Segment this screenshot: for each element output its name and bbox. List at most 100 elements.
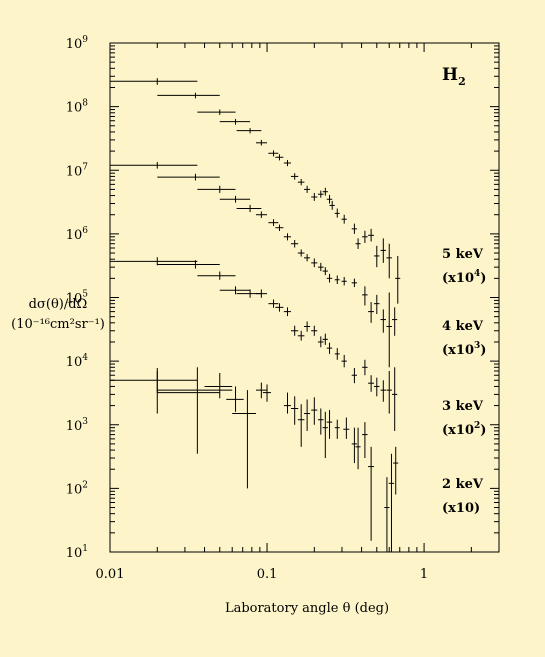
- data-point: [317, 190, 324, 198]
- data-point: [374, 377, 380, 397]
- data-point: [255, 382, 268, 399]
- data-point: [334, 348, 340, 360]
- data-point: [368, 446, 375, 541]
- data-point: [351, 278, 357, 288]
- data-point: [329, 200, 335, 210]
- data-point: [326, 410, 333, 439]
- data-point: [157, 92, 220, 99]
- data-point: [395, 255, 401, 304]
- data-point: [110, 257, 198, 266]
- data-point: [268, 219, 279, 226]
- data-point: [226, 386, 244, 412]
- series-scale-label: (x103): [442, 341, 486, 358]
- data-point: [283, 307, 291, 317]
- data-point: [326, 342, 333, 354]
- data-point: [156, 370, 220, 414]
- series-energy-label: 2 keV: [442, 477, 484, 492]
- data-point: [297, 249, 305, 257]
- data-point: [368, 228, 375, 242]
- data-point: [262, 384, 272, 402]
- data-point: [290, 325, 299, 336]
- y-axis-label-line-2: (10⁻¹⁶cm²sr⁻¹): [11, 317, 105, 332]
- data-point: [362, 286, 368, 306]
- molecule-annotation: H2: [442, 65, 466, 88]
- data-point: [197, 271, 236, 280]
- data-point: [304, 399, 311, 431]
- data-point: [157, 260, 220, 269]
- series-energy-label: 3 keV: [442, 399, 484, 414]
- plot-frame: [109, 42, 500, 553]
- data-point: [393, 446, 399, 495]
- data-point: [197, 185, 236, 193]
- x-tick-label: 0.01: [96, 567, 125, 582]
- y-tick-label: 105: [66, 290, 89, 307]
- data-point: [110, 78, 198, 85]
- data-point: [368, 375, 375, 392]
- data-point: [268, 150, 279, 157]
- series-scale-label: (x10): [442, 501, 480, 516]
- data-point: [219, 286, 251, 295]
- series-scale-label: (x102): [442, 421, 486, 438]
- data-point: [268, 299, 279, 308]
- y-tick-label: 104: [66, 353, 89, 370]
- molecule-annotation-subscript: 2: [458, 75, 466, 88]
- data-point: [380, 238, 386, 263]
- data-point: [362, 359, 368, 376]
- series-energy-label: 5 keV: [442, 247, 484, 262]
- data-point: [157, 173, 220, 181]
- data-point: [311, 325, 318, 336]
- series-3: [110, 367, 399, 552]
- data-point: [304, 185, 311, 193]
- data-point: [326, 273, 333, 283]
- data-point: [386, 243, 392, 279]
- data-point: [384, 477, 390, 552]
- data-point: [283, 392, 291, 414]
- data-point: [334, 419, 340, 439]
- data-point: [290, 396, 299, 425]
- data-point: [290, 240, 299, 248]
- y-tick-label: 108: [66, 99, 89, 116]
- data-point: [374, 245, 380, 268]
- data-point: [334, 275, 340, 284]
- data-point: [255, 139, 268, 146]
- data-point: [317, 336, 324, 348]
- data-point: [275, 154, 284, 161]
- data-point: [392, 307, 398, 336]
- data-point: [322, 267, 328, 276]
- y-tick-label: 102: [66, 480, 88, 497]
- data-point: [297, 330, 305, 341]
- data-point: [386, 370, 392, 414]
- series-1: [110, 161, 398, 368]
- data-point: [311, 397, 318, 425]
- data-point: [355, 427, 361, 470]
- y-tick-label: 106: [66, 226, 89, 243]
- data-point: [317, 408, 324, 435]
- data-point: [355, 238, 361, 249]
- data-point: [255, 289, 268, 298]
- data-point: [236, 204, 262, 213]
- data-point: [341, 354, 347, 368]
- data-point: [311, 258, 318, 268]
- data-point: [219, 118, 251, 125]
- data-point: [343, 417, 350, 439]
- data-point: [386, 292, 392, 368]
- y-tick-label: 103: [66, 417, 89, 434]
- data-point: [283, 159, 291, 167]
- data-point: [304, 254, 311, 262]
- data-point: [283, 233, 291, 241]
- molecule-annotation-main: H: [442, 65, 458, 85]
- x-tick-label: 1: [420, 567, 428, 582]
- data-point: [317, 262, 324, 272]
- x-axis-label: Laboratory angle θ (deg): [225, 601, 389, 616]
- data-point: [326, 194, 333, 204]
- data-point: [110, 367, 198, 393]
- data-point: [236, 128, 262, 134]
- data-point: [290, 173, 299, 180]
- series-2: [110, 257, 398, 431]
- data-point: [275, 303, 284, 312]
- data-point: [351, 367, 357, 384]
- data-point: [275, 224, 284, 231]
- data-point: [351, 223, 357, 234]
- data-point: [351, 427, 357, 464]
